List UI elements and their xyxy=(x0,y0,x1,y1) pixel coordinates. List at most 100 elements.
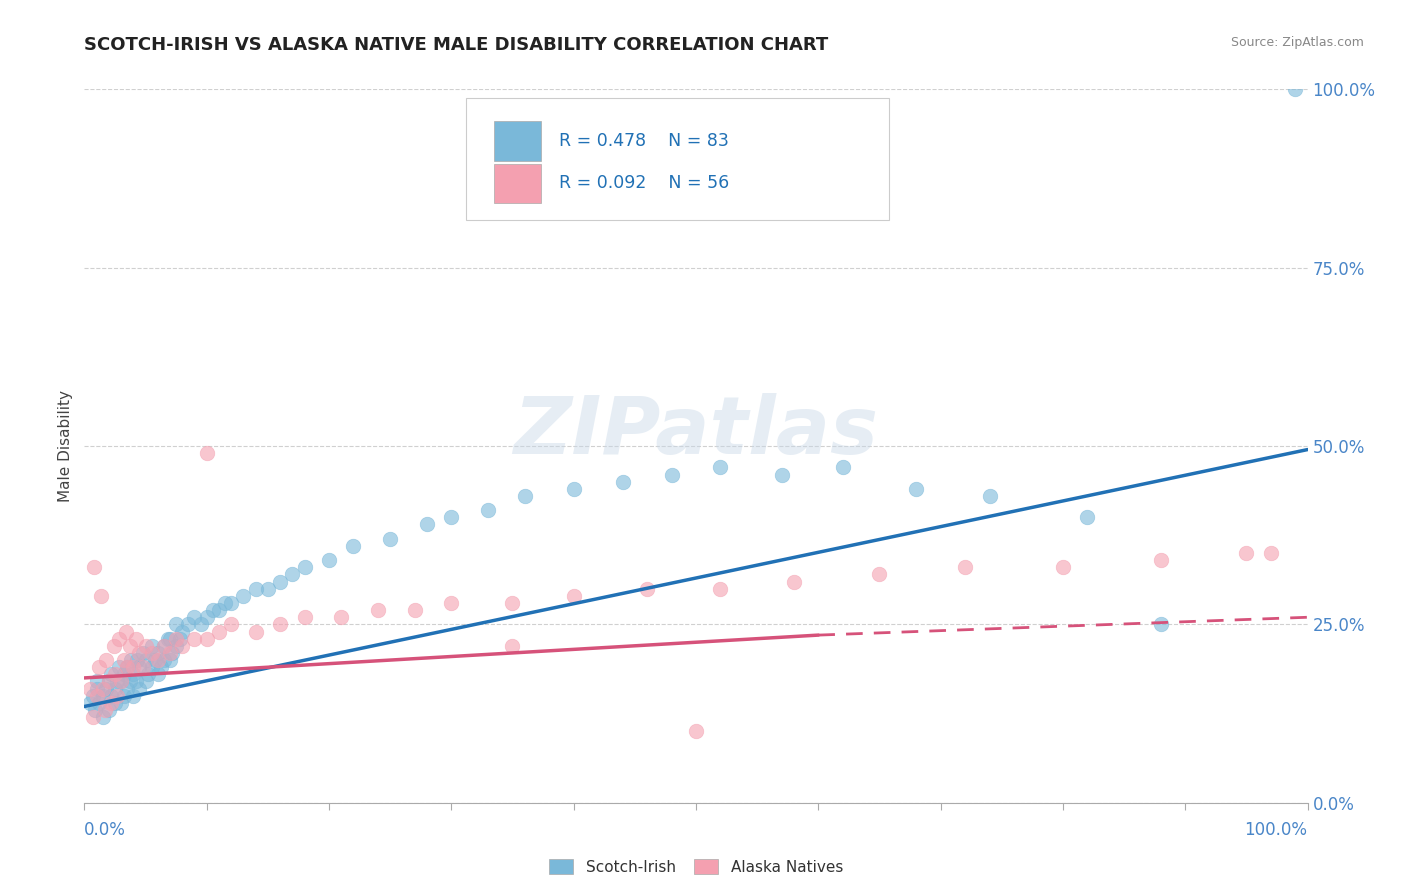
Point xyxy=(91,681,114,696)
Point xyxy=(416,517,439,532)
Point xyxy=(118,639,141,653)
Point xyxy=(135,639,157,653)
Point xyxy=(294,610,316,624)
Point xyxy=(612,475,634,489)
Point xyxy=(97,703,120,717)
Point xyxy=(112,667,135,681)
Point xyxy=(709,582,731,596)
Point xyxy=(162,646,184,660)
Point xyxy=(159,632,181,646)
Point xyxy=(269,574,291,589)
Point xyxy=(636,582,658,596)
Bar xyxy=(494,164,541,203)
Point xyxy=(783,574,806,589)
Point xyxy=(165,639,187,653)
Text: ZIPatlas: ZIPatlas xyxy=(513,392,879,471)
Point xyxy=(183,610,205,624)
Point xyxy=(269,617,291,632)
Point xyxy=(91,710,114,724)
Point xyxy=(125,653,148,667)
Point xyxy=(115,681,138,696)
Point xyxy=(141,646,163,660)
Point xyxy=(709,460,731,475)
Point xyxy=(110,696,132,710)
Point xyxy=(831,460,853,475)
Point xyxy=(172,639,194,653)
Y-axis label: Male Disability: Male Disability xyxy=(58,390,73,502)
Point xyxy=(165,617,187,632)
Point xyxy=(219,617,242,632)
Point xyxy=(257,582,280,596)
Point xyxy=(112,689,135,703)
Point xyxy=(107,632,129,646)
Point xyxy=(135,674,157,689)
Point xyxy=(165,632,187,646)
Point xyxy=(245,624,267,639)
Point xyxy=(214,596,236,610)
Point xyxy=(330,610,353,624)
Point xyxy=(1284,82,1306,96)
Point xyxy=(79,681,101,696)
Point xyxy=(380,532,402,546)
Point xyxy=(115,624,138,639)
Point xyxy=(115,660,138,674)
Point xyxy=(685,724,707,739)
Point xyxy=(159,653,181,667)
Text: R = 0.092    N = 56: R = 0.092 N = 56 xyxy=(560,175,730,193)
Point xyxy=(1150,617,1173,632)
Point xyxy=(104,681,127,696)
Point xyxy=(501,596,523,610)
Point xyxy=(86,689,108,703)
Point xyxy=(440,510,463,524)
Point xyxy=(103,639,125,653)
FancyBboxPatch shape xyxy=(465,98,889,219)
Point xyxy=(905,482,928,496)
Text: SCOTCH-IRISH VS ALASKA NATIVE MALE DISABILITY CORRELATION CHART: SCOTCH-IRISH VS ALASKA NATIVE MALE DISAB… xyxy=(84,36,828,54)
Point xyxy=(1260,546,1282,560)
Point xyxy=(1076,510,1098,524)
Point xyxy=(118,674,141,689)
Point xyxy=(1150,553,1173,567)
Point xyxy=(100,689,122,703)
Point xyxy=(110,674,132,689)
Point xyxy=(120,653,142,667)
Point xyxy=(150,660,173,674)
Point xyxy=(96,653,118,667)
Point xyxy=(87,660,110,674)
Point xyxy=(128,660,150,674)
Point xyxy=(146,646,169,660)
Point xyxy=(115,660,138,674)
Point xyxy=(146,667,169,681)
Point xyxy=(143,653,166,667)
Point xyxy=(440,596,463,610)
Point xyxy=(107,660,129,674)
Point xyxy=(90,589,112,603)
Point xyxy=(128,646,150,660)
Point xyxy=(122,660,145,674)
Point xyxy=(661,467,683,482)
Point xyxy=(979,489,1001,503)
Point xyxy=(169,632,191,646)
Point xyxy=(132,646,155,660)
Point xyxy=(122,667,145,681)
Point xyxy=(953,560,976,574)
Point xyxy=(190,617,212,632)
Text: Source: ZipAtlas.com: Source: ZipAtlas.com xyxy=(1230,36,1364,49)
Point xyxy=(195,610,218,624)
Text: 0.0%: 0.0% xyxy=(84,821,127,838)
Point xyxy=(477,503,499,517)
Point xyxy=(153,639,176,653)
Point xyxy=(281,567,304,582)
Point xyxy=(153,653,176,667)
Point xyxy=(79,696,101,710)
Point xyxy=(183,632,205,646)
Point xyxy=(294,560,316,574)
Point xyxy=(562,589,585,603)
Bar xyxy=(494,121,541,161)
Point xyxy=(104,696,127,710)
Point xyxy=(110,674,132,689)
Point xyxy=(501,639,523,653)
Point xyxy=(245,582,267,596)
Point xyxy=(132,660,155,674)
Point xyxy=(135,653,157,667)
